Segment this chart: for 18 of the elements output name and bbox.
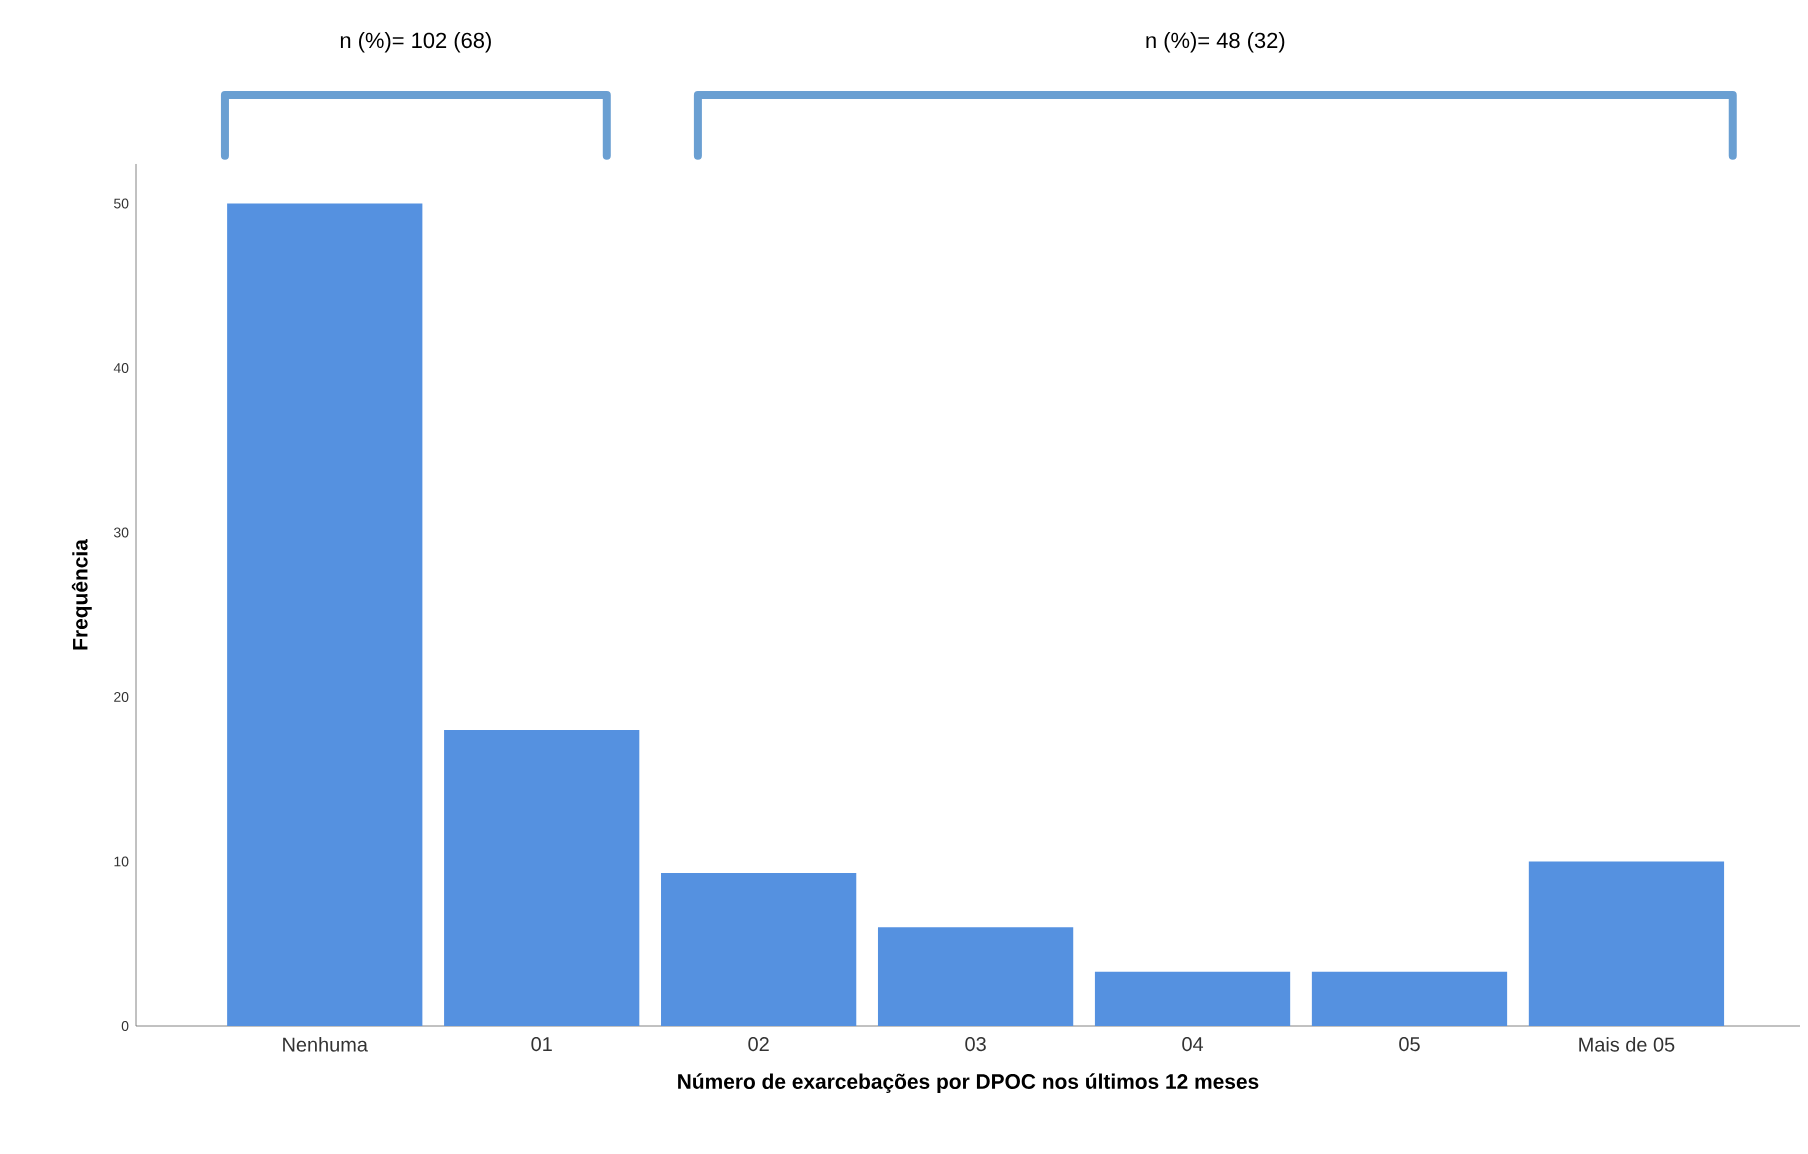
- y-axis-title: Frequência: [71, 539, 92, 650]
- x-axis-title: Número de exarcebações por DPOC nos últimos 12 meses: [678, 1073, 1259, 1094]
- x-tick-label: 03: [965, 1037, 986, 1052]
- x-tick-label: 02: [748, 1037, 769, 1052]
- bar: [1311, 971, 1508, 1026]
- x-tick-label: Mais de 05: [1579, 1037, 1675, 1052]
- bar: [227, 203, 423, 1026]
- bar: [661, 873, 857, 1026]
- x-tick-label: 01: [531, 1037, 552, 1052]
- x-tick-label: 05: [1399, 1037, 1420, 1052]
- bar: [1528, 861, 1725, 1026]
- bar: [877, 927, 1074, 1026]
- x-tick-label: Nenhuma: [283, 1037, 368, 1052]
- bar: [444, 729, 640, 1026]
- text: n (%)= 102 (68): [340, 32, 491, 53]
- text: n (%)= 48 (32): [1146, 32, 1285, 53]
- bar: [1094, 971, 1291, 1026]
- x-tick-label: 04: [1182, 1037, 1204, 1052]
